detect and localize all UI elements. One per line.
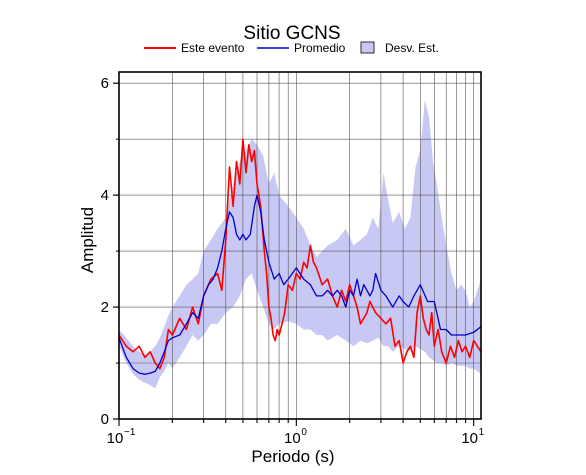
y-tick-label: 0	[101, 411, 109, 428]
y-tick-label: 2	[101, 299, 109, 316]
x-tick-label: 10	[107, 430, 124, 447]
y-axis-title: Amplitud	[78, 207, 97, 273]
chart-title: Sitio GCNS	[243, 23, 340, 44]
plot-frame	[118, 71, 482, 420]
legend-label-band: Desv. Est.	[385, 41, 439, 55]
x-tick-exponent: −1	[124, 427, 136, 438]
x-tick-label: 10	[284, 430, 301, 447]
legend-swatch-band	[360, 41, 375, 54]
legend-label-mean: Promedio	[294, 41, 346, 55]
x-tick-exponent: 0	[301, 427, 307, 438]
legend-label-event: Este evento	[181, 41, 245, 55]
legend: Este evento Promedio Desv. Est.	[144, 41, 439, 55]
std-dev-band	[119, 100, 481, 389]
y-tick-label: 4	[101, 187, 109, 204]
series-line-mean	[119, 194, 481, 375]
x-tick-label: 10	[461, 430, 478, 447]
x-axis-title: Periodo (s)	[251, 447, 334, 466]
y-tick-label: 6	[101, 75, 109, 92]
x-tick-exponent: 1	[479, 427, 485, 438]
